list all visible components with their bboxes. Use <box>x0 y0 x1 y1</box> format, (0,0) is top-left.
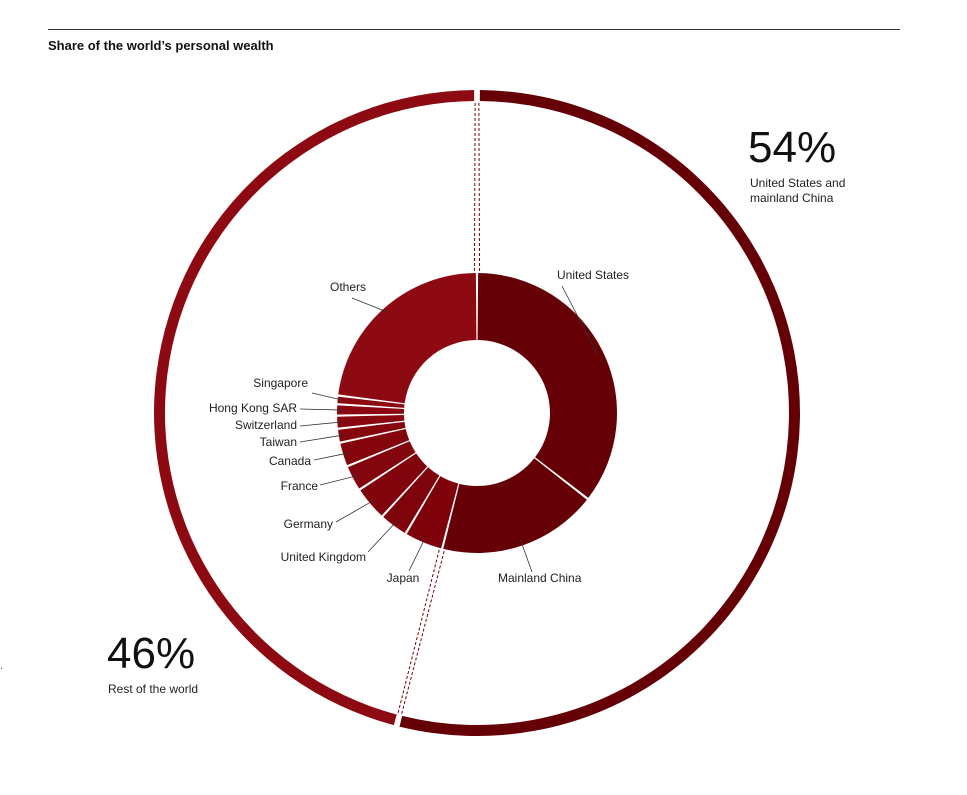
outer-percent-rest-of-the-world: 46% <box>107 629 195 678</box>
leader-others <box>351 297 389 313</box>
label-france: France <box>281 479 319 493</box>
leader-germany <box>335 499 376 523</box>
split-dash-line <box>478 103 481 272</box>
inner-ring <box>337 273 618 553</box>
inner-slice-germany <box>360 453 428 516</box>
inner-slice-switzerland <box>337 414 405 428</box>
inner-slice-taiwan <box>338 421 406 442</box>
label-japan: Japan <box>387 571 420 585</box>
label-germany: Germany <box>284 517 333 531</box>
label-hong-kong-sar: Hong Kong SAR <box>209 401 297 415</box>
leader-singapore <box>311 392 344 401</box>
label-united-kingdom: United Kingdom <box>281 550 366 564</box>
inner-slice-canada <box>340 429 410 466</box>
leader-france <box>319 474 359 486</box>
inner-slice-france <box>347 441 416 489</box>
leader-united-kingdom <box>367 520 398 553</box>
inner-slice-united-states <box>477 273 618 498</box>
split-dash-line <box>473 103 476 272</box>
label-others: Others <box>330 280 366 294</box>
label-singapore: Singapore <box>253 376 308 390</box>
outer-sublabel-united-states-and-mainland-china: United States and <box>750 176 845 190</box>
chart-title: Share of the world’s personal wealth <box>48 38 274 53</box>
label-taiwan: Taiwan <box>260 435 297 449</box>
label-mainland-china: Mainland China <box>498 571 582 585</box>
leader-taiwan <box>299 434 345 443</box>
label-switzerland: Switzerland <box>235 418 297 432</box>
leader-japan <box>408 536 427 572</box>
leader-hong-kong-sar <box>299 408 344 411</box>
inner-slice-singapore <box>337 396 405 408</box>
leader-united-states <box>561 285 598 355</box>
inner-slice-japan <box>406 476 459 549</box>
outer-sublabel-rest-of-the-world: Rest of the world <box>108 682 198 696</box>
leader-mainland-china <box>520 539 533 573</box>
split-dash-line <box>397 549 440 713</box>
inner-slice-united-kingdom <box>383 467 440 533</box>
split-dash-line <box>401 551 445 714</box>
outer-percent-united-states-and-mainland-china: 54% <box>748 123 836 172</box>
label-united-states: United States <box>557 268 629 282</box>
label-canada: Canada <box>269 454 311 468</box>
inner-slice-others <box>338 273 477 404</box>
leader-switzerland <box>299 421 344 427</box>
leader-lines <box>299 285 598 573</box>
edge-mark: . <box>0 660 4 672</box>
leader-canada <box>313 452 350 461</box>
slice-labels: United States Mainland China Japan United K… <box>209 268 629 585</box>
outer-sublabel-united-states-and-mainland-china: mainland China <box>750 191 834 205</box>
inner-slice-hong-kong-sar <box>337 405 405 415</box>
split-dash-lines <box>397 103 481 714</box>
outer-slice-rest-of-the-world <box>154 90 475 726</box>
title-rule <box>48 29 900 30</box>
inner-slice-mainland-china <box>443 458 587 553</box>
